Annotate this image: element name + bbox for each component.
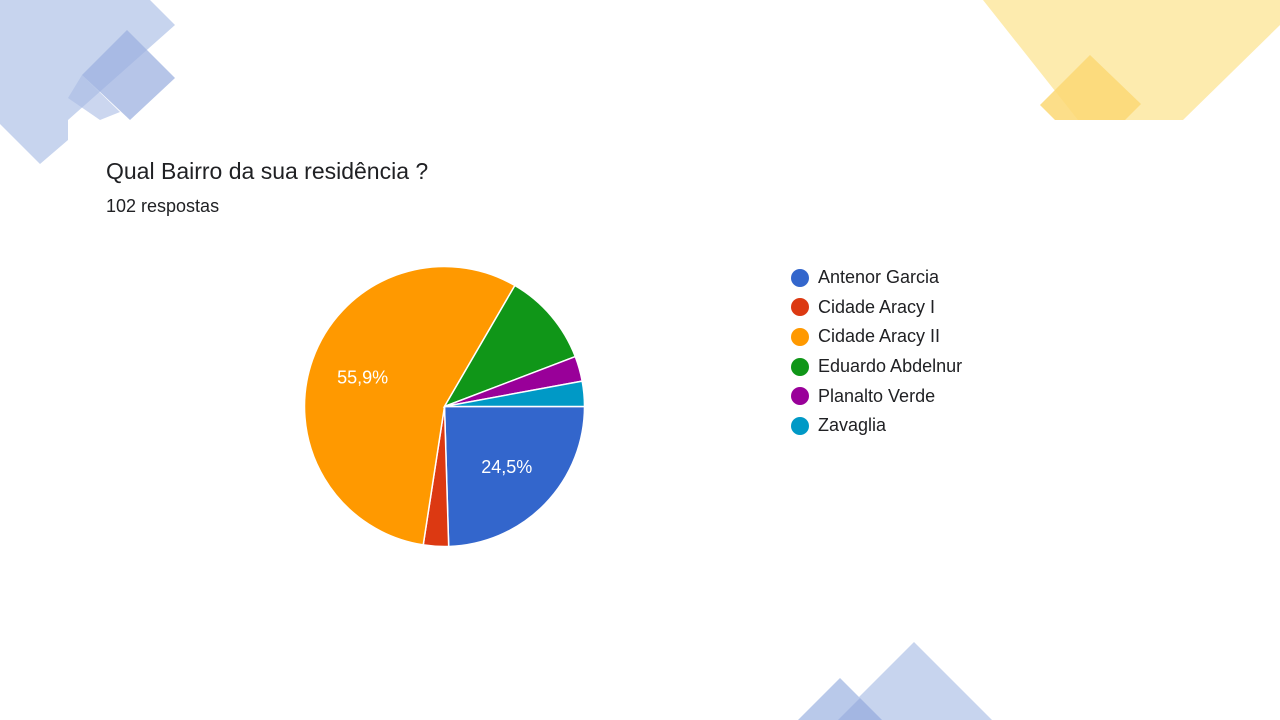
legend-label: Zavaglia bbox=[818, 415, 887, 436]
legend-item: Antenor Garcia bbox=[791, 263, 962, 293]
chart-legend: Antenor Garcia Cidade Aracy I Cidade Aracy… bbox=[791, 263, 962, 441]
decor-shape bbox=[838, 698, 882, 720]
legend-label: Antenor Garcia bbox=[818, 267, 940, 288]
legend-item: Planalto Verde bbox=[791, 381, 962, 411]
pie-slice-eduardo-abdelnur bbox=[442, 284, 577, 408]
legend-item: Cidade Aracy II bbox=[791, 322, 962, 352]
legend-swatch bbox=[791, 268, 809, 287]
pie-slice-zavaglia bbox=[444, 380, 586, 408]
legend-label: Cidade Aracy II bbox=[818, 326, 941, 347]
legend-swatch bbox=[791, 416, 809, 435]
pie-slice-cidade-aracy-ii bbox=[303, 265, 516, 546]
legend-label: Planalto Verde bbox=[818, 385, 936, 406]
decor-shape bbox=[68, 75, 120, 120]
pie-slice-antenor-garcia bbox=[443, 405, 586, 548]
decor-shapes-top-right bbox=[983, 0, 1280, 120]
pie-data-label: 24,5% bbox=[481, 457, 532, 477]
decor-shape bbox=[836, 642, 992, 720]
decor-shape bbox=[1040, 55, 1141, 120]
legend-item: Cidade Aracy I bbox=[791, 293, 962, 323]
legend-item: Zavaglia bbox=[791, 411, 962, 441]
legend-item: Eduardo Abdelnur bbox=[791, 352, 962, 382]
response-count: 102 respostas bbox=[106, 196, 220, 216]
decor-shapes-top-left bbox=[0, 0, 175, 164]
legend-swatch bbox=[791, 298, 809, 317]
legend-swatch bbox=[791, 357, 809, 376]
legend-swatch bbox=[791, 387, 809, 406]
pie-data-label: 55,9% bbox=[337, 368, 388, 388]
legend-swatch bbox=[791, 327, 809, 346]
decor-shape bbox=[82, 30, 175, 120]
decor-shapes-bottom bbox=[798, 642, 992, 720]
chart-title: Qual Bairro da sua residência ? bbox=[106, 158, 429, 184]
legend-label: Eduardo Abdelnur bbox=[818, 356, 963, 377]
legend-label: Cidade Aracy I bbox=[818, 296, 936, 317]
